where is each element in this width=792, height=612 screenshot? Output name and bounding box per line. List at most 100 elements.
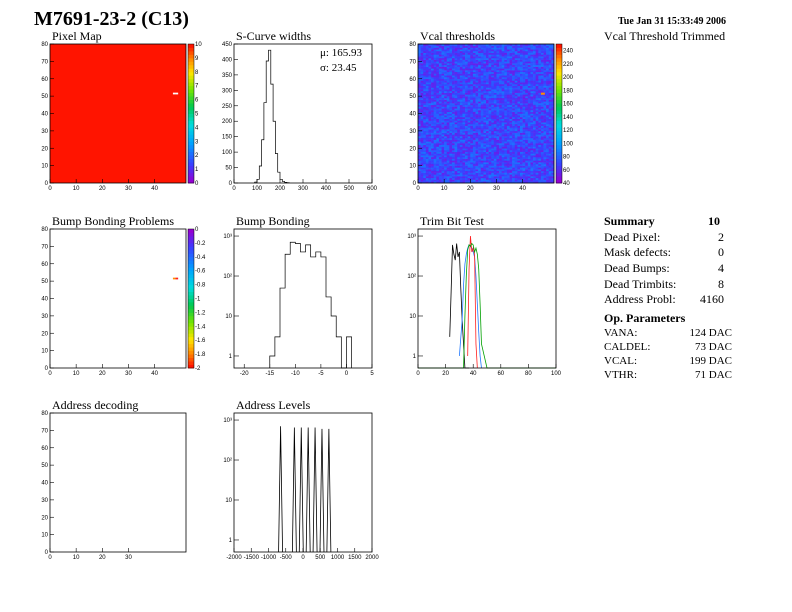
vcal-cell — [514, 106, 518, 109]
op-label: VCAL: — [604, 355, 637, 367]
vcal-cell — [428, 158, 432, 161]
vcal-cell — [501, 85, 505, 88]
vcal-cell — [543, 177, 547, 180]
vcal-cell — [548, 118, 552, 121]
vcal-cell — [433, 61, 437, 64]
summary-value: 8 — [718, 276, 724, 291]
vcal-cell — [480, 64, 484, 67]
vcal-cell — [478, 68, 482, 71]
vcal-cell — [449, 83, 453, 86]
vcal-cell — [551, 54, 555, 57]
vcal-cell — [438, 85, 442, 88]
vcal-cell — [520, 73, 523, 76]
vcal-cell — [470, 149, 474, 153]
vcal-cell — [470, 73, 474, 76]
vcal-cell — [478, 162, 482, 165]
vcal-cell — [499, 115, 502, 118]
vcal-cell — [480, 106, 484, 109]
vcal-cell — [540, 149, 544, 153]
vcal-cell — [540, 63, 544, 66]
vcal-cell — [530, 64, 534, 67]
vcal-cell — [509, 127, 513, 130]
vcal-cell — [520, 181, 523, 184]
vcal-cell — [512, 70, 516, 73]
vcal-cell — [483, 57, 487, 60]
vcal-cell — [533, 54, 536, 57]
vcal-cell — [486, 127, 489, 130]
vcal-cell — [504, 89, 508, 92]
vcal-cell — [486, 141, 489, 144]
vcal-cell — [470, 82, 474, 85]
vcal-cell — [438, 160, 442, 163]
vcal-cell — [423, 113, 427, 116]
vcal-cell — [438, 50, 442, 53]
vcal-cell — [441, 87, 445, 90]
vcal-cell — [501, 123, 505, 126]
vcal-cell — [548, 103, 552, 106]
pixel-map-hot-pixel — [172, 92, 176, 95]
vcal-cell — [551, 80, 555, 83]
vcal-cell — [551, 103, 555, 106]
vcal-cell — [467, 106, 471, 109]
vcal-cell — [472, 174, 476, 177]
vcal-cell — [418, 120, 421, 123]
vcal-cell — [478, 92, 482, 95]
vcal-cell — [483, 122, 487, 125]
vcal-cell — [543, 111, 547, 114]
vcal-cell — [480, 177, 484, 180]
vcal-cell — [433, 70, 437, 73]
vcal-cell — [522, 115, 526, 118]
vcal-cell — [472, 137, 476, 140]
vcal-cell — [546, 101, 550, 104]
vcal-ytick-label: 40 — [409, 112, 416, 118]
vcal-cell — [509, 94, 513, 97]
vcal-cell — [493, 116, 497, 120]
vcal-cell — [512, 78, 516, 81]
vcal-cell — [483, 44, 487, 47]
vcal-cell — [535, 130, 539, 133]
vcal-cell — [501, 174, 505, 177]
vcal-cell — [472, 181, 476, 184]
vcal-cell — [462, 179, 466, 182]
vcal-cell — [433, 59, 437, 62]
vcal-cell — [543, 116, 547, 120]
vcal-cell — [465, 90, 468, 93]
vcal-cell — [546, 167, 550, 170]
vcal-cell — [428, 123, 432, 126]
vcal-cell — [467, 115, 471, 118]
vcal-cell — [551, 64, 555, 67]
vcal-cell — [467, 108, 471, 111]
vcal-cell — [452, 134, 455, 137]
vcal-cell — [436, 115, 440, 118]
vcal-cell — [491, 160, 495, 163]
vcal-cell — [423, 115, 427, 118]
pixel_map-colorbar-cell — [188, 78, 194, 83]
vcal-cell — [423, 174, 427, 177]
vcal-cell — [433, 148, 437, 151]
vcal-cell — [535, 136, 539, 139]
vcal-cell — [535, 141, 539, 144]
vcal-cell — [457, 137, 461, 140]
vcal-cell — [543, 125, 547, 128]
vcal-cell — [493, 115, 497, 118]
vcal-cell — [486, 59, 489, 62]
op-row: CALDEL: 73 DAC — [604, 341, 754, 355]
vcal-cell — [472, 57, 476, 60]
vcal-cell — [483, 174, 487, 177]
vcal-cell — [543, 137, 547, 140]
vcal-cell — [488, 110, 492, 113]
vcal-cell — [438, 92, 442, 95]
vcal-cell — [478, 64, 482, 67]
vcal-cell — [475, 111, 479, 114]
vcal-cell — [438, 70, 442, 73]
vcal-cell — [538, 68, 542, 71]
vcal-cell — [486, 165, 489, 168]
vcal-cell — [488, 146, 492, 149]
vcal-cell — [465, 123, 468, 126]
vcal-cell — [452, 99, 455, 102]
vcal-cell — [517, 73, 521, 76]
vcal-cell — [499, 156, 502, 159]
vcal-cell — [543, 99, 547, 102]
vcal-cell — [428, 70, 432, 73]
vcal-cell — [462, 156, 466, 159]
